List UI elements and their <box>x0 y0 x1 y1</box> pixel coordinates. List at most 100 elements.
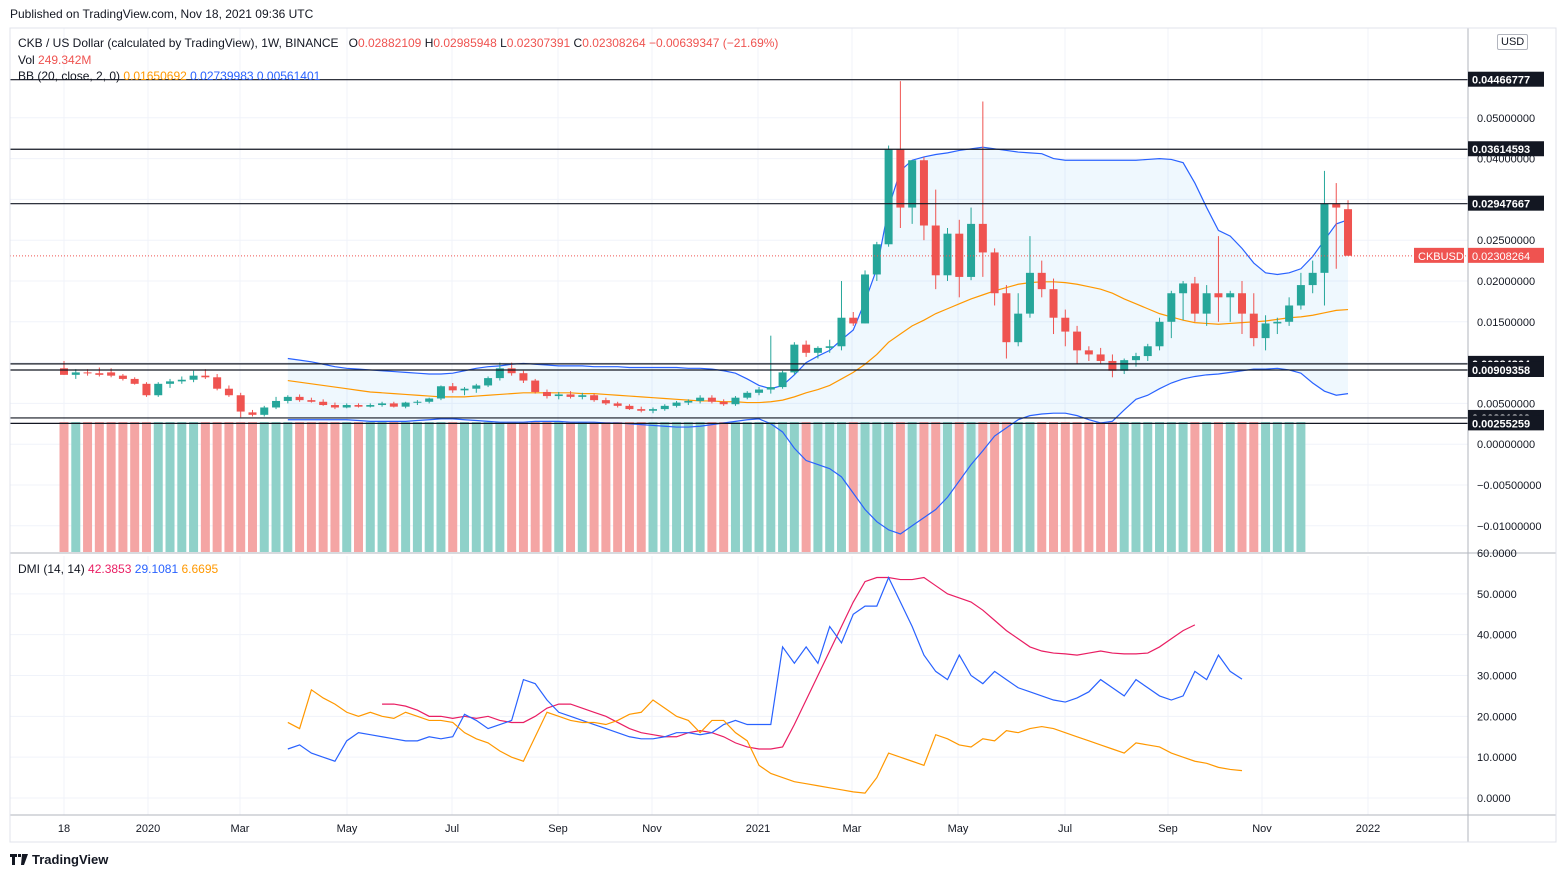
pane-frame <box>9 27 1557 843</box>
volume-bar <box>683 422 693 552</box>
level-label-bg <box>1468 71 1544 87</box>
high-label: H <box>424 36 434 50</box>
dmi-axis-label: 40.0000 <box>1477 630 1517 642</box>
bb-lower-value: 0.00561401 <box>256 69 321 83</box>
candle-body <box>719 401 728 405</box>
candle-body <box>319 401 328 406</box>
volume-bar <box>1119 422 1129 552</box>
candle-body <box>896 149 905 208</box>
candle-body <box>978 223 987 253</box>
currency-button[interactable]: USD <box>1497 34 1529 50</box>
dmi-label[interactable]: DMI (14, 14) <box>18 562 85 576</box>
volume-bar <box>601 422 611 552</box>
legend-symbol-row: CKB / US Dollar (calculated by TradingVi… <box>18 36 778 50</box>
time-axis[interactable]: 18 2020 Mar May Jul Sep Nov 2021 Mar May Jul Sep Nov… <box>58 823 1380 835</box>
tradingview-logo[interactable]: TradingView <box>10 852 108 867</box>
candle-body <box>531 380 540 392</box>
volume-bar <box>424 422 434 552</box>
candle-body <box>260 407 269 415</box>
volume-bar <box>1249 422 1259 552</box>
low-label: L <box>500 36 507 50</box>
volume-bar <box>342 422 352 552</box>
candle-body <box>955 233 964 277</box>
candle-body <box>1332 203 1341 208</box>
time-axis-label: May <box>948 823 969 835</box>
candle-body <box>1238 293 1246 314</box>
volume-bar <box>401 422 411 552</box>
plus-di-line <box>287 576 1243 762</box>
candle-body <box>448 386 457 391</box>
candle-body <box>283 396 292 401</box>
volume-bar <box>860 422 870 552</box>
published-note: Published on TradingView.com, Nov 18, 20… <box>10 7 314 21</box>
time-axis-label: Nov <box>1252 823 1272 835</box>
volume-bar <box>189 422 199 552</box>
bb-fill-area <box>287 147 1349 534</box>
high-value: 0.02985948 <box>433 36 497 50</box>
volume-bar <box>530 422 540 552</box>
price-axis-label: 0.01500000 <box>1477 317 1535 329</box>
volume-bar <box>259 422 269 552</box>
price-axis[interactable]: 0.050000000.040000000.030000000.02500000… <box>1477 113 1542 533</box>
time-axis-label: Jul <box>1058 823 1072 835</box>
volume-bar <box>672 422 682 552</box>
volume-bar <box>1202 422 1212 552</box>
volume-bar <box>754 422 764 552</box>
volume-bar <box>283 422 293 552</box>
candle-body <box>1049 289 1058 318</box>
price-axis-label: 0.00000000 <box>1477 439 1535 451</box>
legend-volume-row: Vol 249.342M <box>18 53 91 67</box>
candle-body <box>142 383 151 396</box>
candle-body <box>837 317 846 347</box>
volume-bar <box>848 422 858 552</box>
volume-bar <box>1261 422 1271 552</box>
volume-bar <box>354 422 363 552</box>
dmi-axis-label: 10.0000 <box>1477 752 1517 764</box>
candle-body <box>472 385 481 389</box>
candle-body <box>625 405 634 410</box>
volume-bars <box>59 422 1306 552</box>
candle-body <box>295 396 304 401</box>
candle-body <box>166 381 175 384</box>
level-label-bg <box>1468 415 1544 431</box>
volume-bar <box>577 422 587 552</box>
candle-body <box>83 372 92 374</box>
candle-body <box>95 373 104 375</box>
price-axis-label: 0.02000000 <box>1477 276 1535 288</box>
time-axis-label: 18 <box>58 823 70 835</box>
volume-bar <box>389 422 399 552</box>
volume-bar <box>1284 422 1294 552</box>
volume-value: 249.342M <box>38 53 92 67</box>
bb-label[interactable]: BB (20, close, 2, 0) <box>18 69 121 83</box>
price-axis-label: 0.02500000 <box>1477 235 1535 247</box>
level-label-bg <box>1468 195 1544 211</box>
volume-bar <box>836 422 846 552</box>
bb-basis-value: 0.01650692 <box>123 69 187 83</box>
open-value: 0.02882109 <box>357 36 422 50</box>
volume-bar <box>931 422 941 552</box>
horizontal-levels[interactable] <box>10 79 1468 424</box>
candle-body <box>1155 321 1164 347</box>
candle-body <box>401 402 410 407</box>
time-axis-label: 2020 <box>136 823 160 835</box>
symbol-name[interactable]: CKB / US Dollar (calculated by TradingVi… <box>18 36 339 50</box>
candle-body <box>201 375 210 378</box>
candle-body <box>554 394 563 397</box>
volume-bar <box>825 422 835 552</box>
volume-bar <box>789 422 799 552</box>
candle-body <box>1320 203 1329 273</box>
volume-label[interactable]: Vol <box>18 53 35 67</box>
candle-body <box>1143 346 1152 357</box>
dmi-axis-label: 60.0000 <box>1477 548 1517 560</box>
volume-bar <box>1296 422 1306 552</box>
tradingview-logo-icon <box>10 854 28 865</box>
dmi-axis[interactable]: 60.0000 50.0000 40.0000 30.0000 20.0000 10.00… <box>1477 548 1517 805</box>
volume-bar <box>165 422 175 552</box>
volume-bar <box>742 422 752 552</box>
volume-bar <box>318 422 328 552</box>
volume-bar <box>1037 422 1047 552</box>
candle-body <box>154 383 163 396</box>
grid <box>10 28 1468 815</box>
ticker-tag-bg <box>1414 247 1464 263</box>
volume-bar <box>141 422 151 552</box>
